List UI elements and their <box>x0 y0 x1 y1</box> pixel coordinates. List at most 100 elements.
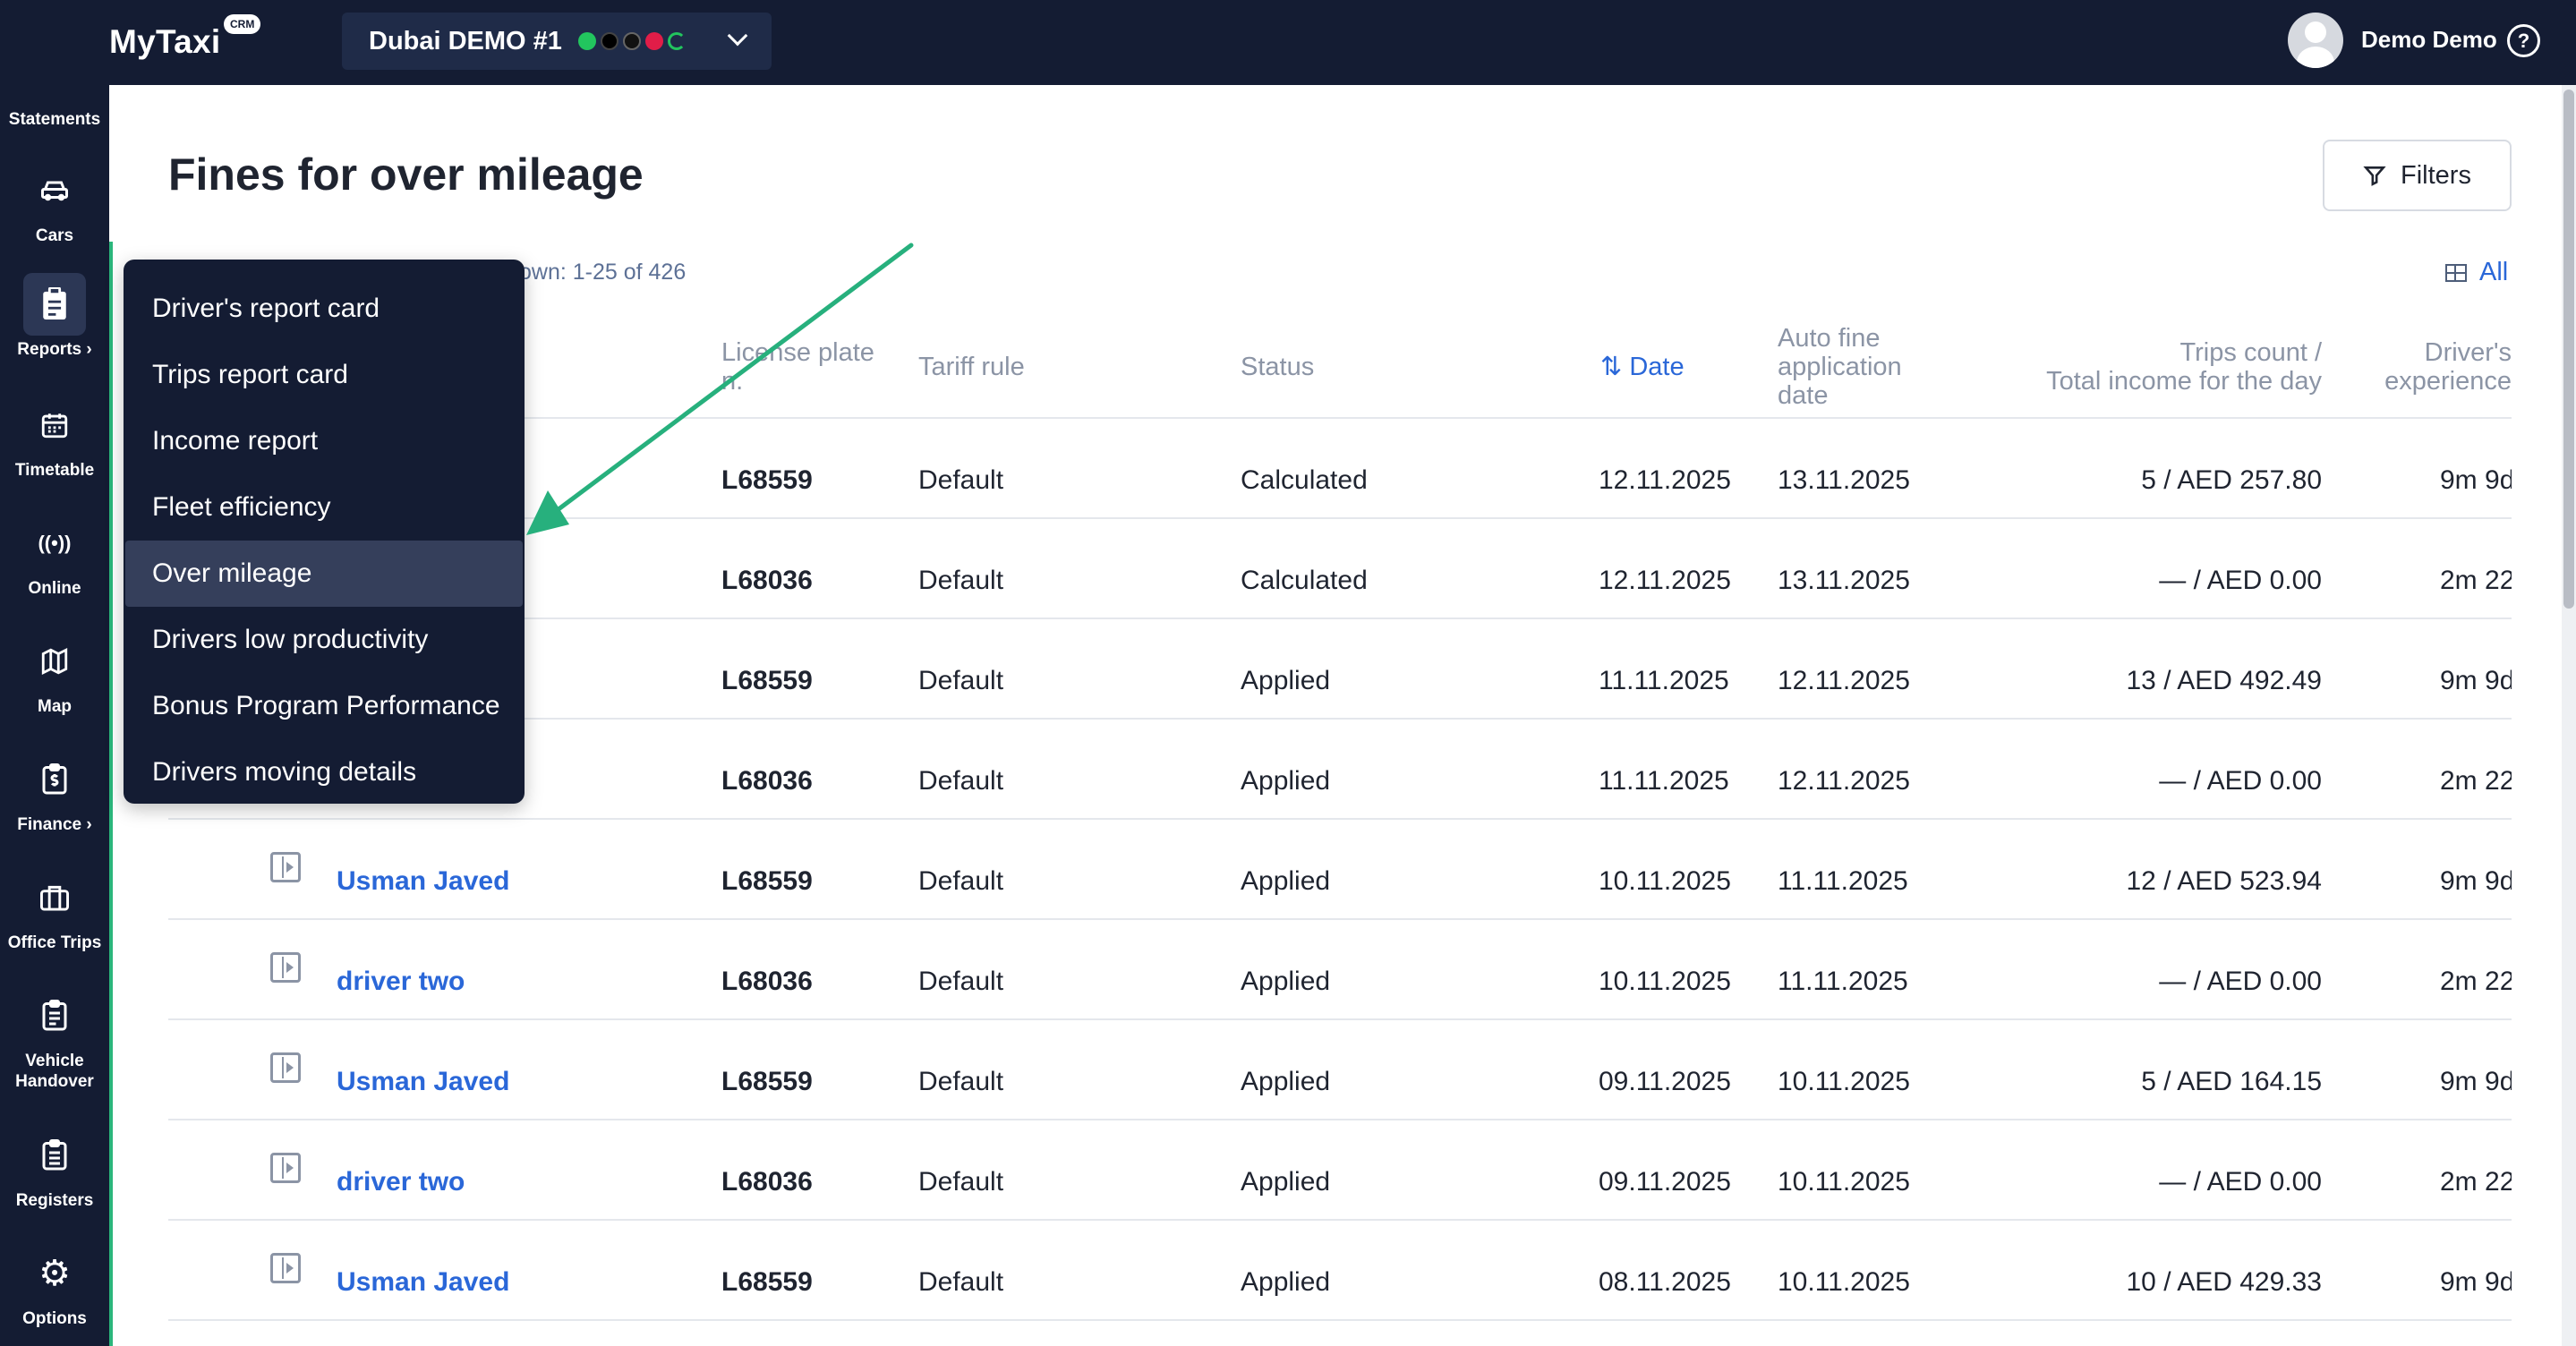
cell-tariff: Default <box>918 465 1004 495</box>
expand-row-icon[interactable] <box>270 1253 301 1283</box>
column-header-date[interactable]: ⇅ Date <box>1600 353 1685 381</box>
cell-date: 11.11.2025 <box>1599 666 1729 695</box>
cell-experience: 9m 9d <box>2440 866 2512 896</box>
expand-row-icon[interactable] <box>270 952 301 983</box>
platform-black-icon <box>600 32 618 50</box>
cell-experience: 2m 22d <box>2440 566 2512 595</box>
cell-date: 09.11.2025 <box>1599 1067 1731 1096</box>
register-icon <box>23 1124 86 1187</box>
table-row: Usman Javed L68559 Default Applied 08.11.202… <box>168 1221 2512 1321</box>
cell-experience: 9m 9d <box>2440 1067 2512 1096</box>
sidebar-item-vehicle-handover[interactable]: Vehicle Handover <box>0 984 109 1092</box>
menu-item-trips-report-card[interactable]: Trips report card <box>152 360 348 389</box>
avatar[interactable] <box>2288 13 2343 68</box>
expand-row-icon[interactable] <box>270 1153 301 1183</box>
cell-date: 10.11.2025 <box>1599 967 1731 996</box>
cell-trips: 10 / AED 429.33 <box>2126 1267 2323 1297</box>
sidebar-item-map[interactable]: Map <box>0 630 109 717</box>
sidebar-item-label: Finance › <box>17 815 92 834</box>
menu-item-over-mileage[interactable]: Over mileage <box>125 541 523 607</box>
all-label: All <box>2479 258 2509 286</box>
sidebar-item-online[interactable]: ((•)) Online <box>0 512 109 599</box>
top-bar: MyTaxi CRM Dubai DEMO #1 Demo Demo ? <box>0 0 2576 85</box>
menu-item-income-report[interactable]: Income report <box>152 426 319 456</box>
user-name[interactable]: Demo Demo <box>2361 26 2497 53</box>
sidebar-item-label: Vehicle Handover <box>15 1052 94 1091</box>
cell-trips: — / AED 0.00 <box>2159 566 2322 595</box>
cell-tariff: Default <box>918 1067 1004 1096</box>
cell-status: Calculated <box>1241 465 1368 495</box>
page-title: Fines for over mileage <box>168 149 644 200</box>
cell-experience: 9m 9d <box>2440 465 2512 495</box>
table-row: L68036 Default Calculated 12.11.2025 13.11.2… <box>168 519 2512 619</box>
map-icon <box>23 630 86 693</box>
cell-tariff: Default <box>918 1267 1004 1297</box>
platform-red-icon <box>644 32 663 50</box>
sidebar-item-label: Cars <box>35 226 74 245</box>
help-icon[interactable]: ? <box>2507 24 2540 57</box>
sidebar-item-options[interactable]: ⚙ Options <box>0 1242 109 1329</box>
cell-trips: 12 / AED 523.94 <box>2126 866 2323 896</box>
cell-auto-fine: 11.11.2025 <box>1778 866 1908 896</box>
menu-item-drivers-report-card[interactable]: Driver's report card <box>152 294 380 323</box>
expand-row-icon[interactable] <box>270 1052 301 1083</box>
cell-trips: — / AED 0.00 <box>2159 1167 2322 1197</box>
cell-auto-fine: 10.11.2025 <box>1778 1167 1910 1197</box>
menu-item-fleet-efficiency[interactable]: Fleet efficiency <box>152 492 331 522</box>
cell-date: 12.11.2025 <box>1599 465 1731 495</box>
menu-item-drivers-low-productivity[interactable]: Drivers low productivity <box>152 625 429 654</box>
sidebar-item-label: Registers <box>15 1191 94 1210</box>
table-row: L68559 Default Calculated 12.11.2025 13.11.2… <box>168 419 2512 519</box>
column-header-plate[interactable]: License plate n. <box>721 338 874 396</box>
cell-status: Applied <box>1241 866 1331 896</box>
columns-all-toggle[interactable]: All <box>2445 258 2508 287</box>
cell-trips: — / AED 0.00 <box>2159 766 2322 796</box>
cell-tariff: Default <box>918 1167 1004 1197</box>
sidebar-item-timetable[interactable]: Timetable <box>0 394 109 481</box>
filters-button[interactable]: Filters <box>2323 140 2512 211</box>
cell-plate: L68036 <box>721 566 813 595</box>
expand-row-icon[interactable] <box>270 852 301 882</box>
driver-name-link[interactable]: driver two <box>337 1167 465 1197</box>
app-logo[interactable]: MyTaxi <box>109 23 221 60</box>
cell-auto-fine: 10.11.2025 <box>1778 1067 1910 1096</box>
column-header-tariff[interactable]: Tariff rule <box>918 353 1025 381</box>
cell-experience: 2m 22d <box>2440 1167 2512 1197</box>
sidebar-item-label: Statements <box>8 110 101 129</box>
table-row: driver two L68036 Default Applied 09.11.2025… <box>168 1120 2512 1221</box>
sidebar-item-cars[interactable]: Cars <box>0 159 109 246</box>
cell-tariff: Default <box>918 967 1004 996</box>
column-header-experience[interactable]: Driver's experience <box>2354 338 2512 396</box>
cell-status: Applied <box>1241 766 1331 796</box>
sidebar-item-statements[interactable]: Statements <box>0 106 109 130</box>
cell-trips: 5 / AED 257.80 <box>2141 465 2322 495</box>
driver-name-link[interactable]: Usman Javed <box>337 1267 510 1297</box>
sidebar-item-office-trips[interactable]: Office Trips <box>0 866 109 953</box>
table-row: L68559 Default Applied 11.11.2025 12.11.2025… <box>168 619 2512 720</box>
cell-plate: L68559 <box>721 1067 813 1096</box>
driver-name-link[interactable]: Usman Javed <box>337 866 510 896</box>
table-row: Usman Javed L68559 Default Applied 10.11.202… <box>168 820 2512 920</box>
menu-item-drivers-moving-details[interactable]: Drivers moving details <box>152 757 417 787</box>
cell-trips: — / AED 0.00 <box>2159 967 2322 996</box>
sidebar-item-label: Office Trips <box>7 933 102 952</box>
cell-auto-fine: 10.11.2025 <box>1778 1267 1910 1297</box>
driver-name-link[interactable]: Usman Javed <box>337 1067 510 1096</box>
scrollbar-thumb[interactable] <box>2563 89 2574 609</box>
header-line: Driver's <box>2424 338 2512 367</box>
column-header-status[interactable]: Status <box>1241 353 1315 381</box>
sidebar-item-registers[interactable]: Registers <box>0 1124 109 1211</box>
header-line: Auto fine <box>1778 324 1881 353</box>
column-header-trips[interactable]: Trips count / Total income for the day <box>1969 338 2322 396</box>
platform-green-icon <box>577 32 596 50</box>
cell-status: Applied <box>1241 1267 1331 1297</box>
sidebar-item-finance[interactable]: Finance › <box>0 748 109 835</box>
cell-status: Applied <box>1241 967 1331 996</box>
driver-name-link[interactable]: driver two <box>337 967 465 996</box>
column-header-auto-fine[interactable]: Auto fine application date <box>1778 324 1902 410</box>
menu-item-bonus-program-performance[interactable]: Bonus Program Performance <box>152 691 500 720</box>
sidebar-item-reports[interactable]: Reports › <box>0 273 109 360</box>
fleet-selector[interactable]: Dubai DEMO #1 <box>342 13 772 70</box>
filters-label: Filters <box>2401 160 2471 190</box>
header-line: date <box>1778 381 1829 410</box>
